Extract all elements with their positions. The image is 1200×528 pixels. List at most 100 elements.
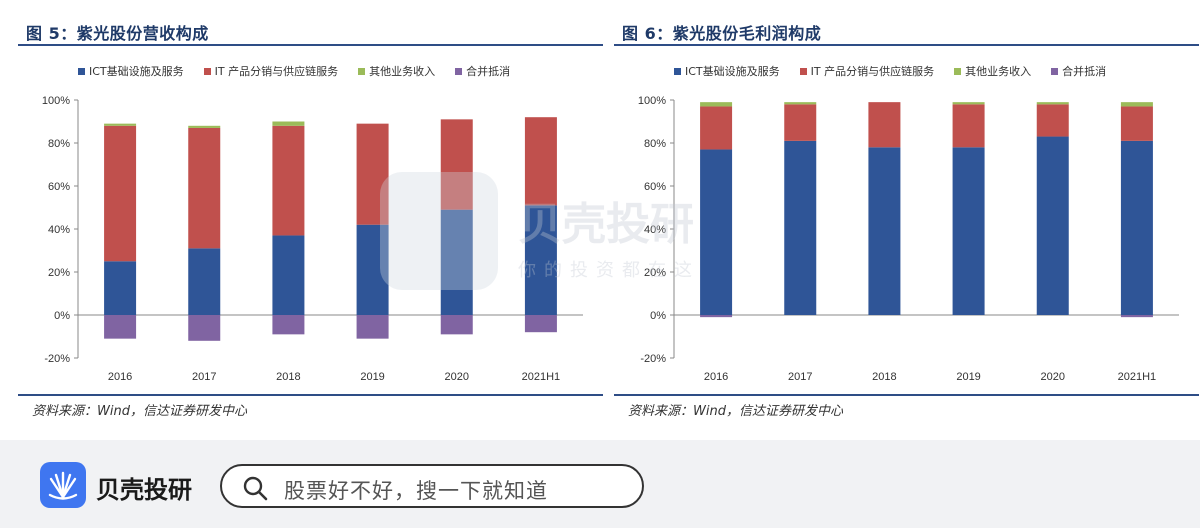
x-tick-label: 2016	[108, 371, 132, 383]
search-input[interactable]: 股票好不好，搜一下就知道	[220, 464, 644, 508]
search-icon	[243, 476, 268, 501]
legend-swatch	[358, 67, 366, 75]
bar-it-2018	[868, 102, 901, 148]
bar-elim-2016	[700, 315, 733, 318]
bar-ict-2019	[952, 147, 985, 315]
legend-item-other: 其他业务收入	[954, 63, 1031, 79]
source-rule	[18, 394, 603, 396]
legend-item-elim: 合并抵消	[1051, 63, 1106, 79]
legend-label: IT 产品分销与供应链服务	[810, 65, 935, 78]
y-tick-label: 60%	[48, 181, 70, 193]
title-rule	[18, 44, 603, 46]
y-tick-label: 80%	[48, 138, 70, 150]
bar-elim-2019	[356, 315, 389, 339]
y-tick-label: 60%	[644, 181, 666, 193]
x-tick-label: 2021H1	[522, 371, 561, 383]
bar-it-2019	[356, 123, 389, 225]
bar-ict-2021H1	[524, 205, 557, 315]
legend-swatch	[203, 67, 211, 75]
x-tick-label: 2018	[872, 371, 896, 383]
source-note: 资料来源：Wind，信达证券研发中心	[32, 404, 247, 419]
source-note: 资料来源：Wind，信达证券研发中心	[628, 404, 843, 419]
bar-elim-2020	[440, 315, 473, 335]
bar-ict-2016	[104, 261, 137, 315]
y-tick-label: -20%	[44, 353, 70, 365]
search-placeholder: 股票好不好，搜一下就知道	[284, 479, 548, 503]
legend-label: 其他业务收入	[965, 65, 1032, 78]
x-tick-label: 2020	[445, 371, 469, 383]
x-tick-label: 2016	[704, 371, 728, 383]
x-tick-label: 2021H1	[1118, 371, 1157, 383]
bar-elim-2021H1	[524, 315, 557, 333]
bar-ict-2020	[440, 209, 473, 315]
x-tick-label: 2017	[788, 371, 812, 383]
bar-ict-2020	[1036, 136, 1069, 315]
bar-it-2016	[104, 125, 137, 262]
footer-bar: 贝壳投研 股票好不好，搜一下就知道	[0, 440, 1200, 528]
y-tick-label: 0%	[650, 310, 666, 322]
figure-revenue: 图 5：紫光股份营收构成 ICT基础设施及服务 IT 产品分销与供应链服务 其他…	[18, 0, 603, 428]
bar-elim-2018	[272, 315, 305, 335]
bar-it-2018	[272, 125, 305, 236]
title-rule	[614, 44, 1199, 46]
shell-icon	[48, 471, 78, 500]
bar-elim-2021H1	[1120, 315, 1153, 318]
bar-it-2017	[784, 104, 817, 141]
bar-ict-2021H1	[1120, 140, 1153, 315]
bar-other-2016	[104, 123, 137, 126]
legend-item-it: IT 产品分销与供应链服务	[203, 63, 339, 79]
legend-item-elim: 合并抵消	[455, 63, 510, 79]
y-tick-label: 100%	[638, 95, 666, 107]
y-tick-label: -20%	[640, 353, 666, 365]
x-tick-label: 2020	[1041, 371, 1065, 383]
bar-other-2016	[700, 102, 733, 107]
bar-it-2017	[188, 127, 221, 249]
bar-ict-2017	[188, 248, 221, 315]
bar-other-2017	[188, 125, 221, 128]
bar-it-2020	[440, 119, 473, 210]
chart-legend: ICT基础设施及服务 IT 产品分销与供应链服务 其他业务收入 合并抵消	[78, 63, 510, 79]
bar-other-2019	[952, 102, 985, 105]
bar-ict-2018	[868, 147, 901, 315]
bar-ict-2016	[700, 149, 733, 315]
bar-other-2020	[1036, 102, 1069, 105]
x-tick-label: 2017	[192, 371, 216, 383]
bar-it-2021H1	[1120, 106, 1153, 141]
figure-gross-profit: 图 6：紫光股份毛利润构成 ICT基础设施及服务 IT 产品分销与供应链服务 其…	[614, 0, 1199, 428]
legend-label: ICT基础设施及服务	[685, 65, 780, 78]
bar-it-2019	[952, 104, 985, 148]
legend-swatch	[78, 67, 85, 75]
x-tick-label: 2019	[360, 371, 384, 383]
bar-other-2017	[784, 102, 817, 105]
bar-elim-2017	[188, 315, 221, 341]
bar-ict-2017	[784, 140, 817, 315]
legend-swatch	[799, 67, 807, 75]
bar-other-2018	[272, 121, 305, 126]
revenue-chart: -20% 0% 20% 40% 60% 80% 100% 2016 2017 2018 2019 20…	[42, 95, 583, 383]
x-tick-label: 2019	[956, 371, 980, 383]
legend-item-ict: ICT基础设施及服务	[78, 63, 184, 79]
legend-swatch	[954, 67, 962, 75]
legend-item-other: 其他业务收入	[358, 63, 435, 79]
legend-swatch	[674, 67, 681, 75]
bar-other-2021H1	[1120, 102, 1153, 107]
legend-swatch	[1051, 67, 1059, 75]
chart-legend: ICT基础设施及服务 IT 产品分销与供应链服务 其他业务收入 合并抵消	[674, 63, 1106, 79]
source-rule	[614, 394, 1199, 396]
bar-ict-2019	[356, 224, 389, 315]
y-tick-label: 40%	[48, 224, 70, 236]
y-tick-label: 20%	[644, 267, 666, 279]
legend-label: 合并抵消	[1062, 65, 1107, 78]
brand-logo-icon[interactable]	[40, 462, 86, 508]
bar-it-2021H1	[524, 117, 557, 206]
chart-title: 图 5：紫光股份营收构成	[26, 24, 209, 43]
y-tick-label: 20%	[48, 267, 70, 279]
bar-elim-2016	[104, 315, 137, 339]
bar-it-2020	[1036, 104, 1069, 137]
legend-label: IT 产品分销与供应链服务	[214, 65, 339, 78]
legend-swatch	[455, 67, 463, 75]
legend-item-it: IT 产品分销与供应链服务	[799, 63, 935, 79]
y-tick-label: 0%	[54, 310, 70, 322]
bar-ict-2018	[272, 235, 305, 315]
brand-name[interactable]: 贝壳投研	[96, 476, 192, 504]
